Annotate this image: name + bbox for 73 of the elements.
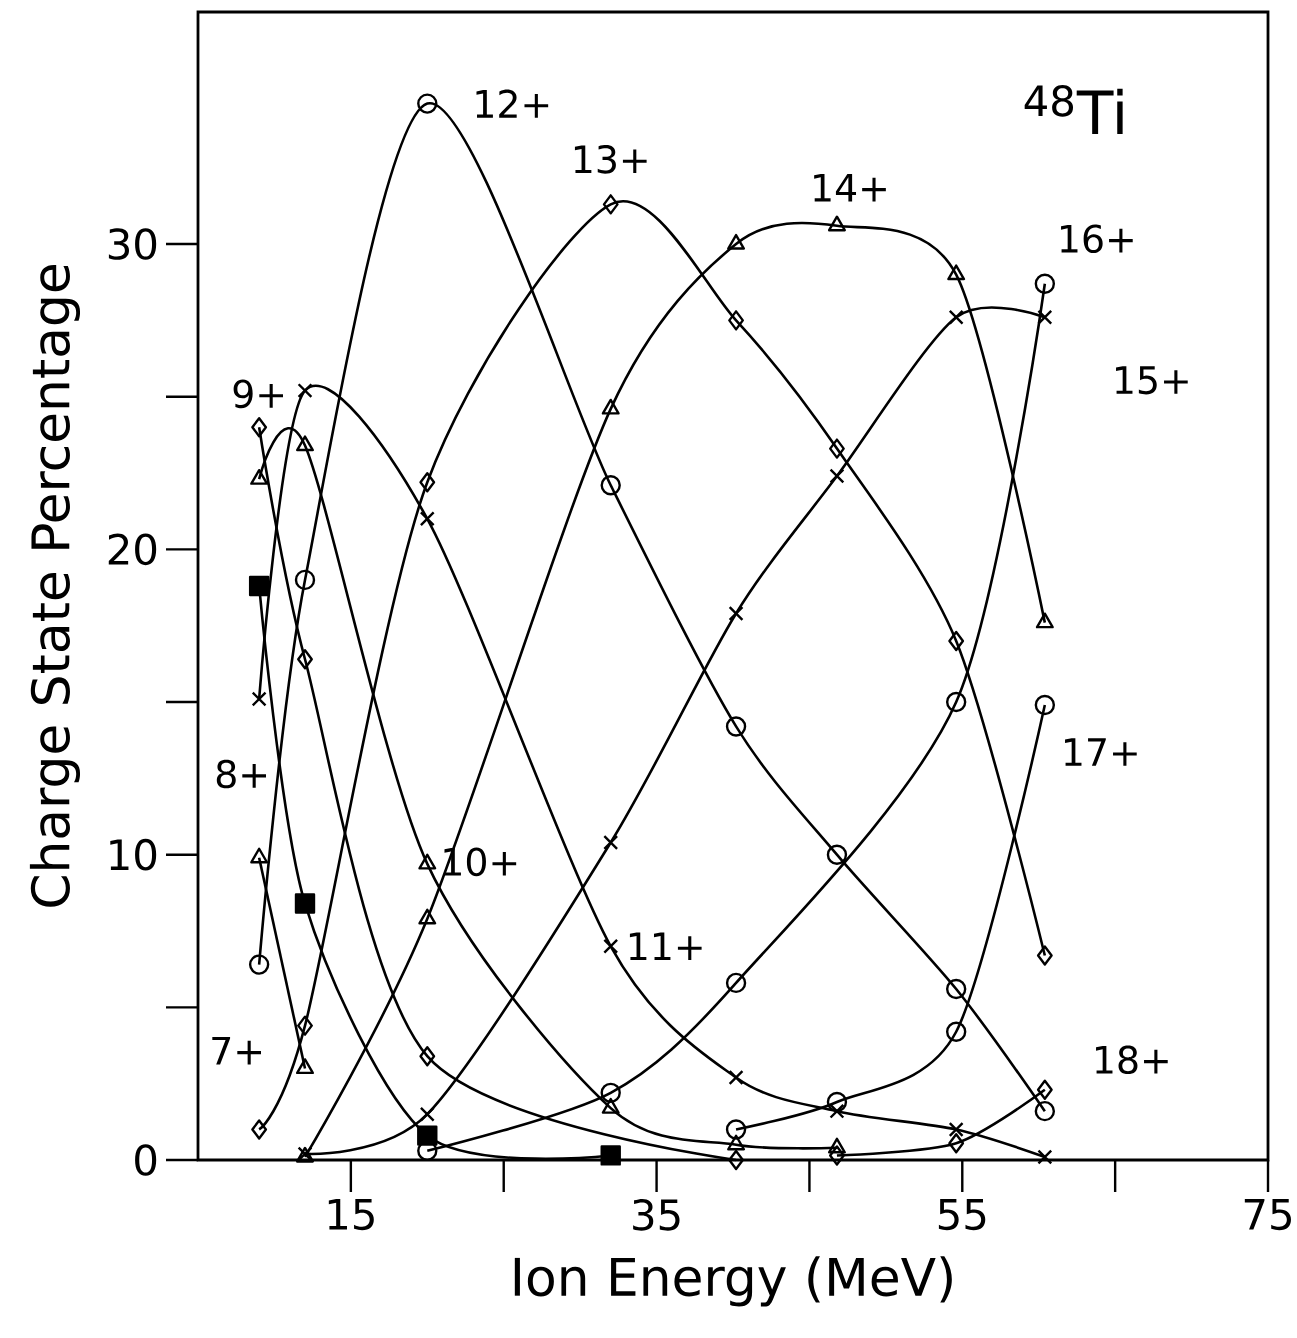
point bbox=[251, 691, 267, 707]
annotation: $^{48}$Ti bbox=[1024, 85, 1123, 135]
series-label: 12+ bbox=[476, 89, 549, 118]
point bbox=[603, 938, 619, 954]
series-label: 16+ bbox=[1061, 224, 1133, 254]
point bbox=[948, 309, 964, 325]
series-label: 13+ bbox=[574, 145, 647, 174]
series-label: 7+ bbox=[212, 1036, 261, 1065]
point bbox=[829, 438, 845, 459]
y-tick-label: 10 bbox=[110, 838, 157, 871]
point bbox=[827, 215, 846, 232]
point bbox=[728, 1149, 745, 1171]
point bbox=[600, 1082, 621, 1104]
point bbox=[248, 575, 270, 597]
point bbox=[1037, 309, 1053, 325]
point bbox=[603, 834, 619, 851]
x-tick-label: 55 bbox=[938, 1199, 986, 1231]
point bbox=[728, 310, 745, 331]
point bbox=[945, 978, 967, 1000]
point bbox=[417, 93, 438, 114]
point bbox=[297, 1015, 313, 1036]
point bbox=[728, 1070, 744, 1086]
point bbox=[600, 1145, 621, 1166]
point bbox=[725, 972, 747, 994]
series-label: 14+ bbox=[814, 173, 886, 202]
y-tick-label: 30 bbox=[108, 228, 157, 260]
point bbox=[728, 605, 744, 622]
point bbox=[1036, 1079, 1053, 1100]
point bbox=[251, 1119, 268, 1140]
x-tick-label: 75 bbox=[1244, 1199, 1291, 1231]
point bbox=[294, 893, 316, 914]
point bbox=[419, 471, 436, 493]
point bbox=[419, 1106, 435, 1122]
point bbox=[1036, 945, 1053, 966]
x-tick-label: 35 bbox=[633, 1199, 680, 1231]
point bbox=[725, 1119, 747, 1140]
point bbox=[947, 264, 966, 281]
y-axis-title: Charge State Percentage bbox=[29, 265, 81, 907]
point bbox=[297, 649, 313, 670]
point bbox=[419, 1046, 436, 1067]
point bbox=[602, 194, 619, 215]
point bbox=[945, 691, 967, 713]
y-tick-label: 20 bbox=[108, 533, 157, 566]
text: 15+ bbox=[1116, 366, 1188, 395]
y-tick-label: 0 bbox=[135, 1144, 157, 1176]
x-tick-label: 15 bbox=[328, 1199, 374, 1231]
point bbox=[419, 511, 435, 527]
point bbox=[1035, 612, 1054, 629]
point bbox=[1037, 1149, 1053, 1165]
point bbox=[297, 383, 313, 399]
point bbox=[1034, 1100, 1056, 1122]
series-label: 18+ bbox=[1096, 1045, 1168, 1075]
point bbox=[948, 630, 965, 652]
point bbox=[826, 1091, 848, 1113]
legend-label: 9+ bbox=[233, 379, 283, 409]
point bbox=[948, 1121, 964, 1138]
point bbox=[826, 844, 848, 865]
point bbox=[251, 417, 268, 438]
point bbox=[1034, 694, 1056, 716]
point bbox=[725, 716, 747, 737]
x-axis-title: Ion Energy (MeV) bbox=[514, 1256, 952, 1307]
point bbox=[829, 1103, 845, 1119]
point bbox=[296, 435, 314, 452]
series-label: 17+ bbox=[1065, 738, 1137, 766]
point bbox=[600, 475, 621, 496]
point bbox=[945, 1021, 967, 1042]
point bbox=[248, 954, 270, 975]
series-label: 11+ bbox=[629, 932, 702, 961]
point bbox=[948, 1133, 965, 1154]
point bbox=[829, 468, 845, 484]
series-label: 8+ bbox=[216, 759, 266, 789]
point bbox=[1034, 273, 1056, 294]
point bbox=[294, 569, 316, 591]
